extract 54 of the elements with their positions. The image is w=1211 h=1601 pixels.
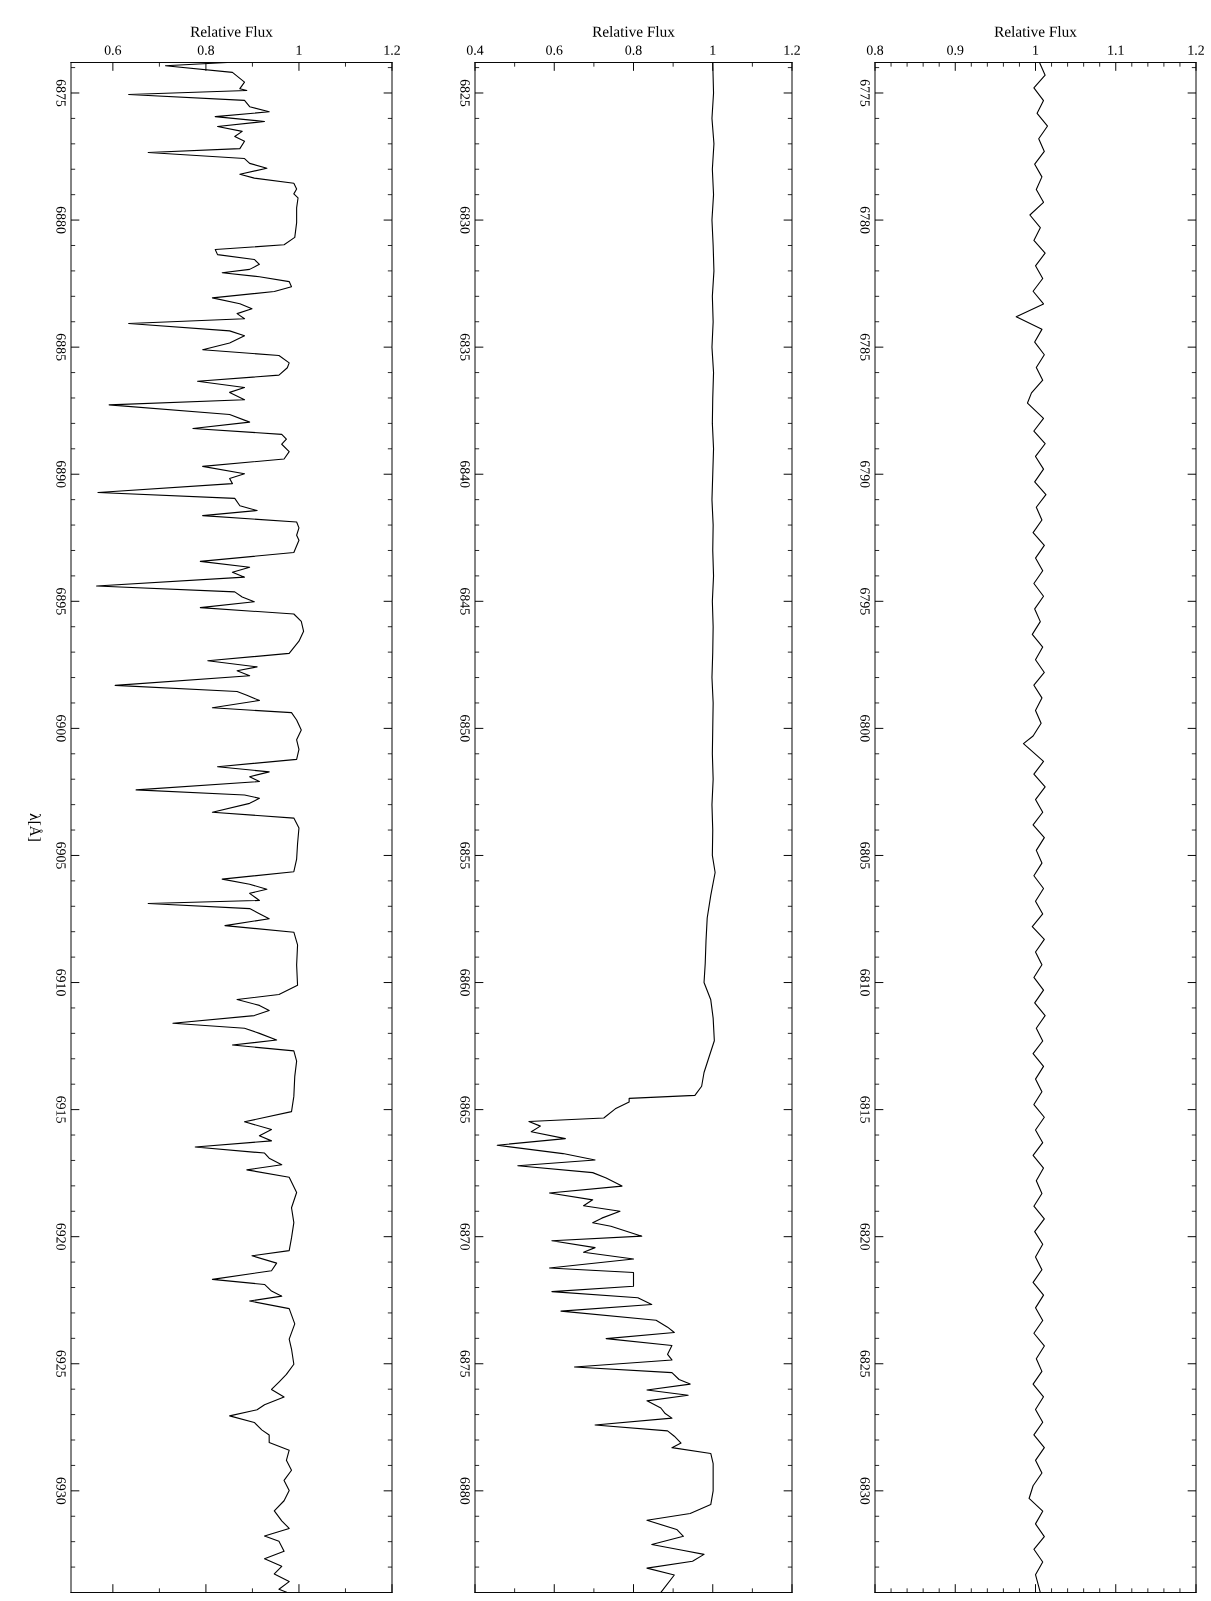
- y-tick-label: 6790: [860, 460, 870, 488]
- y-tick-label: 6925: [56, 1350, 66, 1378]
- y-tick-label: 6880: [56, 206, 66, 234]
- y-tick-label: 6780: [860, 206, 870, 234]
- y-tick-label: 6835: [460, 333, 470, 361]
- x-tick-label: 1.2: [384, 45, 400, 55]
- x-tick-label: 1.2: [784, 45, 800, 55]
- x-axis-title: Relative Flux: [994, 26, 1077, 37]
- y-tick-label: 6915: [56, 1096, 66, 1123]
- x-tick-label: 0.8: [625, 45, 642, 55]
- y-tick-label: 6930: [56, 1477, 66, 1505]
- x-axis-title: Relative Flux: [190, 26, 273, 37]
- y-tick-label: 6875: [460, 1350, 470, 1378]
- y-tick-label: 6860: [460, 969, 470, 996]
- y-tick-label: 6855: [460, 842, 470, 869]
- y-tick-label: 6805: [860, 842, 870, 869]
- x-tick-label: 1: [296, 45, 302, 55]
- y-tick-label: 6905: [56, 842, 66, 869]
- y-tick-label: 6830: [860, 1477, 870, 1505]
- y-tick-label: 6880: [460, 1477, 470, 1505]
- y-tick-label: 6865: [460, 1096, 470, 1123]
- y-tick-label: 6870: [460, 1223, 470, 1251]
- y-tick-label: 6815: [860, 1096, 870, 1123]
- y-tick-label: 6900: [56, 715, 66, 742]
- y-tick-label: 6810: [860, 969, 870, 996]
- x-tick-label: 0.4: [466, 45, 484, 55]
- y-tick-label: 6875: [56, 79, 66, 107]
- y-tick-label: 6820: [860, 1223, 870, 1251]
- y-axis-title: λ[Å]: [27, 813, 43, 841]
- y-tick-label: 6830: [460, 206, 470, 234]
- x-tick-label: 1.1: [1108, 45, 1124, 55]
- y-tick-label: 6800: [860, 715, 870, 742]
- y-tick-label: 6775: [860, 79, 870, 107]
- y-tick-label: 6885: [56, 333, 66, 361]
- x-tick-label: 1: [1033, 45, 1039, 55]
- x-axis-title: Relative Flux: [592, 26, 675, 37]
- y-tick-label: 6825: [860, 1350, 870, 1378]
- x-tick-label: 0.6: [104, 45, 122, 55]
- y-tick-label: 6825: [460, 79, 470, 107]
- y-tick-label: 6795: [860, 588, 870, 615]
- y-tick-label: 6920: [56, 1223, 66, 1251]
- y-tick-label: 6895: [56, 588, 66, 615]
- y-tick-label: 6910: [56, 969, 66, 996]
- y-tick-label: 6840: [460, 460, 470, 488]
- x-tick-label: 0.8: [197, 45, 215, 55]
- x-tick-label: 0.8: [866, 45, 884, 55]
- x-tick-label: 1.2: [1188, 45, 1204, 55]
- x-tick-label: 0.6: [546, 45, 563, 55]
- x-tick-label: 0.9: [947, 45, 964, 55]
- x-tick-label: 1: [710, 45, 716, 55]
- y-tick-label: 6890: [56, 460, 66, 488]
- y-tick-label: 6785: [860, 333, 870, 361]
- y-tick-label: 6845: [460, 588, 470, 615]
- y-tick-label: 6850: [460, 715, 470, 742]
